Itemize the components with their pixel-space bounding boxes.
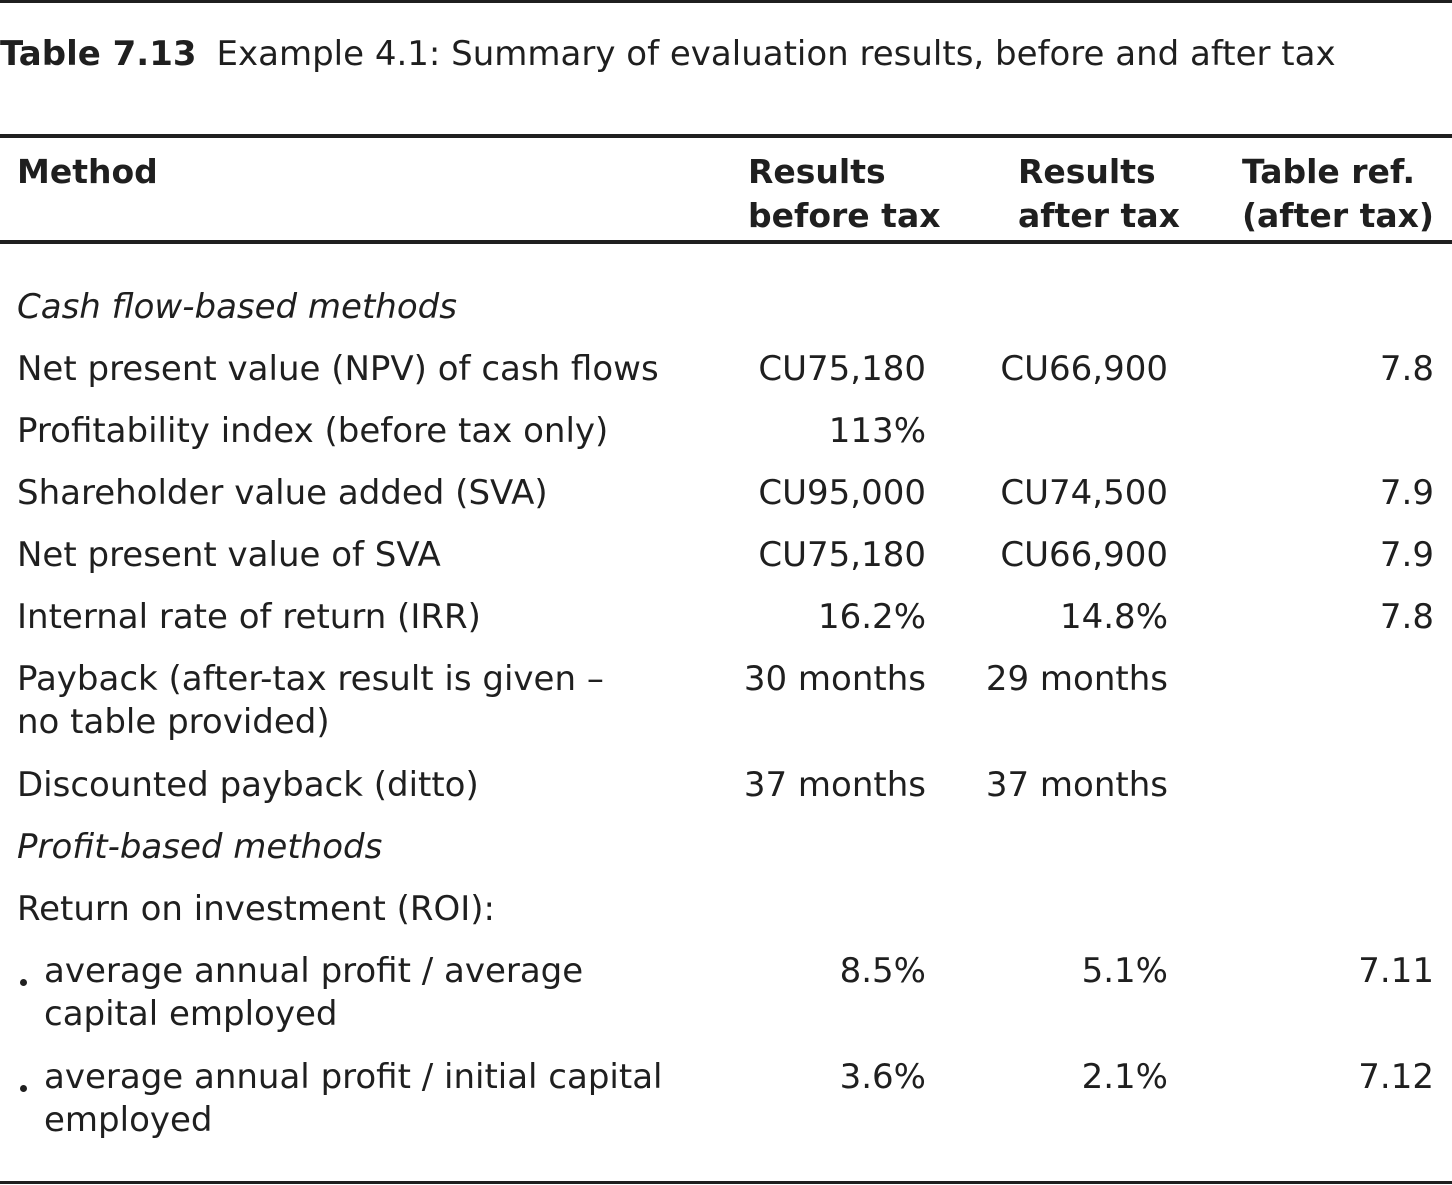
value-before-tax: CU95,000 [758,473,926,513]
table-ref: 7.8 [1379,349,1434,389]
row-label: Net present value (NPV) of cash flows [17,349,659,389]
value-after-tax: 14.8% [1059,597,1168,637]
row-label: Payback (after-tax result is given – no … [17,659,604,742]
value-before-tax: 30 months [743,659,926,699]
table-bottom-rule [0,1181,1452,1184]
table-ref: 7.8 [1379,597,1434,637]
bullet-icon [20,979,27,986]
row-label: Profitability index (before tax only) [17,411,609,451]
row-label: average annual profit / average capital … [44,951,584,1034]
value-before-tax: 8.5% [839,951,926,991]
table-top-rule [0,0,1452,3]
table-ref: 7.11 [1358,951,1434,991]
value-before-tax: CU75,180 [758,535,926,575]
row-label: Net present value of SVA [17,535,441,575]
table-ref: 7.9 [1379,535,1434,575]
value-before-tax: 113% [828,411,926,451]
table-ref: 7.9 [1379,473,1434,513]
value-before-tax: CU75,180 [758,349,926,389]
bullet-icon [20,1085,27,1092]
value-before-tax: 3.6% [839,1057,926,1097]
table-title: Example 4.1: Summary of evaluation resul… [216,34,1336,74]
value-after-tax: CU74,500 [1000,473,1168,513]
column-header-after-tax: Results after tax [1018,152,1180,235]
value-after-tax: CU66,900 [1000,349,1168,389]
column-header-table-ref: Table ref. (after tax) [1241,152,1434,235]
row-label: Discounted payback (ditto) [17,765,479,805]
row-label: Shareholder value added (SVA) [17,473,548,513]
row-label: Internal rate of return (IRR) [17,597,481,637]
table-caption: Table 7.13 Example 4.1: Summary of evalua… [0,32,1336,76]
value-after-tax: 5.1% [1081,951,1168,991]
value-before-tax: 37 months [743,765,926,805]
value-after-tax: 37 months [985,765,1168,805]
column-header-before-tax: Results before tax [748,152,941,235]
table-number: Table 7.13 [0,34,197,74]
row-label: average annual profit / initial capital … [44,1057,663,1140]
table-ref: 7.12 [1358,1057,1434,1097]
column-header-method: Method [17,152,158,191]
header-top-rule [0,134,1452,138]
header-bottom-rule [0,240,1452,244]
value-before-tax: 16.2% [817,597,926,637]
value-after-tax: 29 months [985,659,1168,699]
value-after-tax: 2.1% [1081,1057,1168,1097]
value-after-tax: CU66,900 [1000,535,1168,575]
row-label: Return on investment (ROI): [17,889,495,929]
